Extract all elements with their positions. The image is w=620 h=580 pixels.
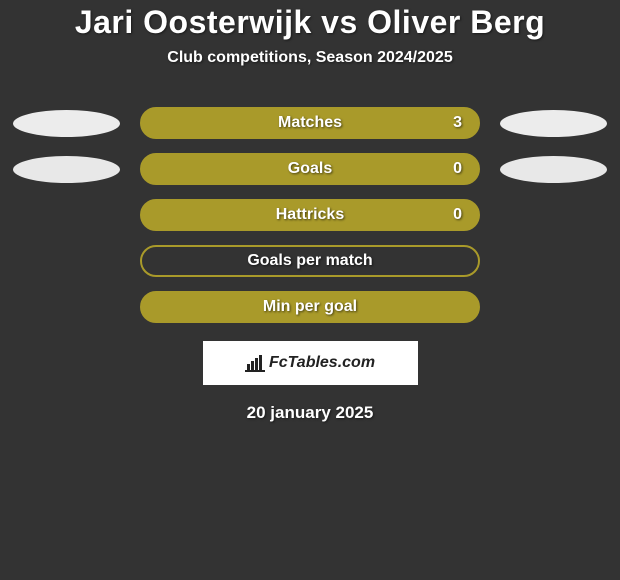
logo-badge: FcTables.com [203, 341, 418, 385]
logo-text: FcTables.com [269, 354, 375, 372]
left-ellipse [13, 156, 120, 183]
stat-row: Min per goal [0, 291, 620, 323]
stat-bar: Hattricks 0 [140, 199, 480, 231]
stat-label: Goals [288, 160, 332, 178]
stat-label: Matches [278, 114, 342, 132]
stat-bar: Goals 0 [140, 153, 480, 185]
stat-label: Goals per match [247, 252, 372, 270]
stat-row: Hattricks 0 [0, 199, 620, 231]
stat-row: Goals 0 [0, 153, 620, 185]
right-ellipse [500, 156, 607, 183]
stat-value: 0 [453, 206, 462, 224]
stat-label: Min per goal [263, 298, 357, 316]
stat-bar: Min per goal [140, 291, 480, 323]
stat-value: 0 [453, 160, 462, 178]
page-title: Jari Oosterwijk vs Oliver Berg [0, 4, 620, 41]
date-label: 20 january 2025 [0, 403, 620, 423]
left-ellipse [13, 110, 120, 137]
stat-bar: Matches 3 [140, 107, 480, 139]
stat-row: Matches 3 [0, 107, 620, 139]
right-ellipse [500, 110, 607, 137]
stat-value: 3 [453, 114, 462, 132]
stat-bar: Goals per match [140, 245, 480, 277]
stat-row: Goals per match [0, 245, 620, 277]
subtitle: Club competitions, Season 2024/2025 [0, 49, 620, 67]
comparison-infographic: Jari Oosterwijk vs Oliver Berg Club comp… [0, 0, 620, 423]
stat-rows: Matches 3 Goals 0 Hattricks 0 Goals per match M… [0, 107, 620, 323]
stat-label: Hattricks [276, 206, 344, 224]
barchart-icon [245, 354, 265, 372]
